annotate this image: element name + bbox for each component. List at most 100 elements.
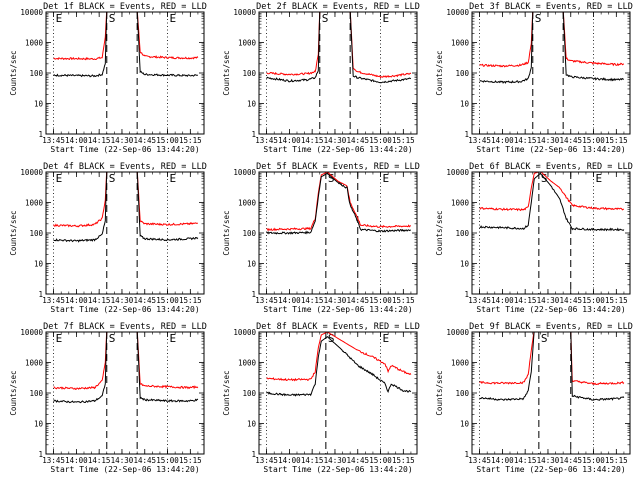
x-tick-label: 14:30 [324, 136, 347, 145]
x-tick-label: 14:00 [65, 296, 88, 305]
x-tick-label: 14:15 [88, 296, 111, 305]
series-line-black [53, 332, 199, 404]
x-tick-label: 14:30 [111, 296, 134, 305]
x-tick-label: 13:45 [42, 296, 65, 305]
x-axis-label: Start Time (22-Sep-06 13:44:20) [50, 145, 199, 154]
y-tick-label: 1000 [451, 359, 470, 368]
y-tick-label: 10 [460, 100, 470, 109]
marker-label: S [328, 172, 335, 185]
y-tick-label: 1 [464, 450, 469, 459]
x-tick-label: 14:30 [324, 296, 347, 305]
y-tick-label: 10000 [233, 8, 256, 17]
y-tick-label: 100 [455, 69, 469, 78]
x-tick-label: 15:00 [582, 296, 605, 305]
y-tick-label: 1000 [451, 199, 470, 208]
plot-frame [471, 331, 631, 455]
x-tick-label: 13:45 [468, 136, 491, 145]
chart-panel-1: Det 1f BLACK = Events, RED = LLD Counts/s… [9, 2, 207, 154]
y-axis-label: Counts/sec [435, 50, 444, 95]
marker-label: S [109, 332, 116, 345]
chart-panel-8: Det 8f BLACK = Events, RED = LLD Counts/s… [222, 322, 420, 474]
x-tick-label: 14:45 [133, 136, 156, 145]
x-tick-label: 15:00 [582, 456, 605, 465]
x-tick-label: 15:15 [179, 136, 202, 145]
y-tick-label: 10000 [446, 328, 469, 337]
y-axis-label: Counts/sec [222, 370, 231, 415]
x-axis-label: Start Time (22-Sep-06 13:44:20) [263, 145, 412, 154]
y-tick-label: 10000 [446, 8, 469, 17]
x-tick-label: 14:45 [346, 296, 369, 305]
x-tick-label: 14:00 [491, 296, 514, 305]
plot-frame [471, 11, 631, 135]
x-tick-label: 14:15 [88, 456, 111, 465]
marker-label: S [322, 12, 329, 25]
y-tick-label: 1 [251, 290, 256, 299]
y-axis-label: Counts/sec [9, 370, 18, 415]
y-tick-label: 1000 [25, 359, 44, 368]
y-axis-label: Counts/sec [222, 210, 231, 255]
x-tick-label: 15:00 [156, 296, 179, 305]
marker-label: E [56, 332, 63, 345]
chart-title: Det 9f BLACK = Events, RED = LLD [469, 322, 633, 332]
y-tick-label: 10000 [233, 328, 256, 337]
chart-title: Det 7f BLACK = Events, RED = LLD [43, 322, 207, 332]
x-axis-label: Start Time (22-Sep-06 13:44:20) [263, 305, 412, 314]
plot-frame [258, 171, 418, 295]
y-tick-label: 10 [34, 260, 44, 269]
x-tick-label: 14:30 [537, 136, 560, 145]
x-tick-label: 14:30 [111, 136, 134, 145]
chart-panel-7: Det 7f BLACK = Events, RED = LLD Counts/s… [9, 322, 207, 474]
series-line-red [53, 332, 199, 391]
x-tick-label: 14:00 [65, 456, 88, 465]
series-line-black [53, 12, 198, 78]
marker-label: E [383, 12, 390, 25]
y-tick-label: 10 [247, 260, 257, 269]
y-tick-label: 10 [247, 100, 257, 109]
chart-panel-9: Det 9f BLACK = Events, RED = LLD Counts/s… [435, 322, 633, 474]
x-tick-label: 14:45 [559, 136, 582, 145]
series-line-black [266, 336, 412, 397]
marker-label: E [170, 12, 177, 25]
plot-frame [45, 171, 205, 295]
plot-frame [45, 331, 205, 455]
series-line-red [479, 12, 625, 68]
marker-label: E [383, 172, 390, 185]
chart-panel-4: Det 4f BLACK = Events, RED = LLD Counts/s… [9, 162, 207, 314]
y-tick-label: 10000 [20, 8, 43, 17]
y-tick-label: 1000 [25, 39, 44, 48]
chart-panel-5: Det 5f BLACK = Events, RED = LLD Counts/s… [222, 162, 420, 314]
x-tick-label: 14:00 [278, 296, 301, 305]
series-line-red [53, 172, 198, 228]
y-tick-label: 10 [460, 420, 470, 429]
y-axis-label: Counts/sec [9, 210, 18, 255]
y-tick-label: 100 [29, 389, 43, 398]
x-tick-label: 15:15 [392, 456, 415, 465]
plot-frame [258, 331, 418, 455]
x-tick-label: 15:00 [156, 456, 179, 465]
y-tick-label: 1000 [451, 39, 470, 48]
chart-title: Det 3f BLACK = Events, RED = LLD [469, 2, 633, 12]
x-tick-label: 13:45 [42, 456, 65, 465]
y-tick-label: 1000 [238, 359, 257, 368]
y-axis-label: Counts/sec [222, 50, 231, 95]
x-tick-label: 13:45 [255, 296, 278, 305]
x-tick-label: 14:15 [88, 136, 111, 145]
y-tick-label: 100 [29, 69, 43, 78]
x-tick-label: 14:15 [301, 456, 324, 465]
y-tick-label: 1 [464, 130, 469, 139]
x-tick-label: 15:00 [369, 136, 392, 145]
y-tick-label: 10000 [20, 328, 43, 337]
x-tick-label: 14:30 [537, 296, 560, 305]
series-line-red [266, 332, 412, 382]
series-line-black [479, 172, 625, 232]
y-tick-label: 10 [34, 100, 44, 109]
x-axis-label: Start Time (22-Sep-06 13:44:20) [476, 305, 625, 314]
series-line-red [479, 332, 625, 386]
y-tick-label: 10 [247, 420, 257, 429]
chart-title: Det 6f BLACK = Events, RED = LLD [469, 162, 633, 172]
x-tick-label: 14:15 [514, 296, 537, 305]
chart-title: Det 1f BLACK = Events, RED = LLD [43, 2, 207, 12]
series-line-black [53, 172, 199, 243]
y-tick-label: 1 [38, 130, 43, 139]
x-tick-label: 14:00 [278, 456, 301, 465]
